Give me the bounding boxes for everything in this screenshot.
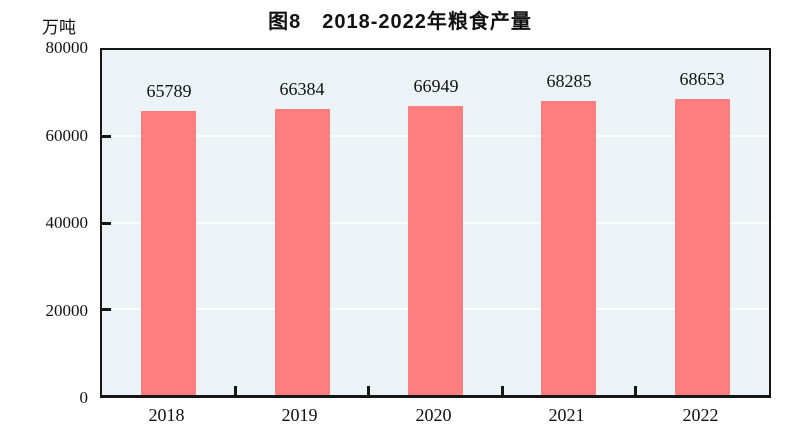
y-axis-tick [102,222,111,225]
bar [541,101,596,395]
chart-title: 图8 2018-2022年粮食产量 [268,11,532,33]
y-tick-label: 40000 [45,213,89,232]
bar [141,111,196,395]
bar [408,106,463,395]
x-axis-label: 2018 [148,405,185,425]
bar-value-label: 68285 [546,71,592,91]
x-axis-label: 2019 [281,405,318,425]
bar-value-label: 66949 [413,76,459,96]
y-tick-label: 60000 [45,126,89,145]
x-axis-label: 2020 [415,405,452,425]
y-axis-tick [102,135,111,138]
plot-area: 65789 66384 66949 68285 68653 [100,48,771,398]
y-axis-unit-label: 万吨 [42,18,76,37]
bar-value-label: 66384 [279,79,325,99]
y-tick-label: 0 [79,388,89,407]
x-axis-tick [367,386,370,395]
x-axis-label: 2022 [682,405,719,425]
y-axis-tick [102,308,111,311]
y-tick-label: 80000 [45,38,89,57]
bar [275,109,330,395]
x-axis-tick [234,386,237,395]
x-axis-tick [501,386,504,395]
bar-value-label: 65789 [146,81,192,101]
bar-value-label: 68653 [679,69,725,89]
y-tick-label: 20000 [45,301,89,320]
x-axis-tick [634,386,637,395]
x-axis-label: 2021 [548,405,585,425]
bar [675,99,730,395]
